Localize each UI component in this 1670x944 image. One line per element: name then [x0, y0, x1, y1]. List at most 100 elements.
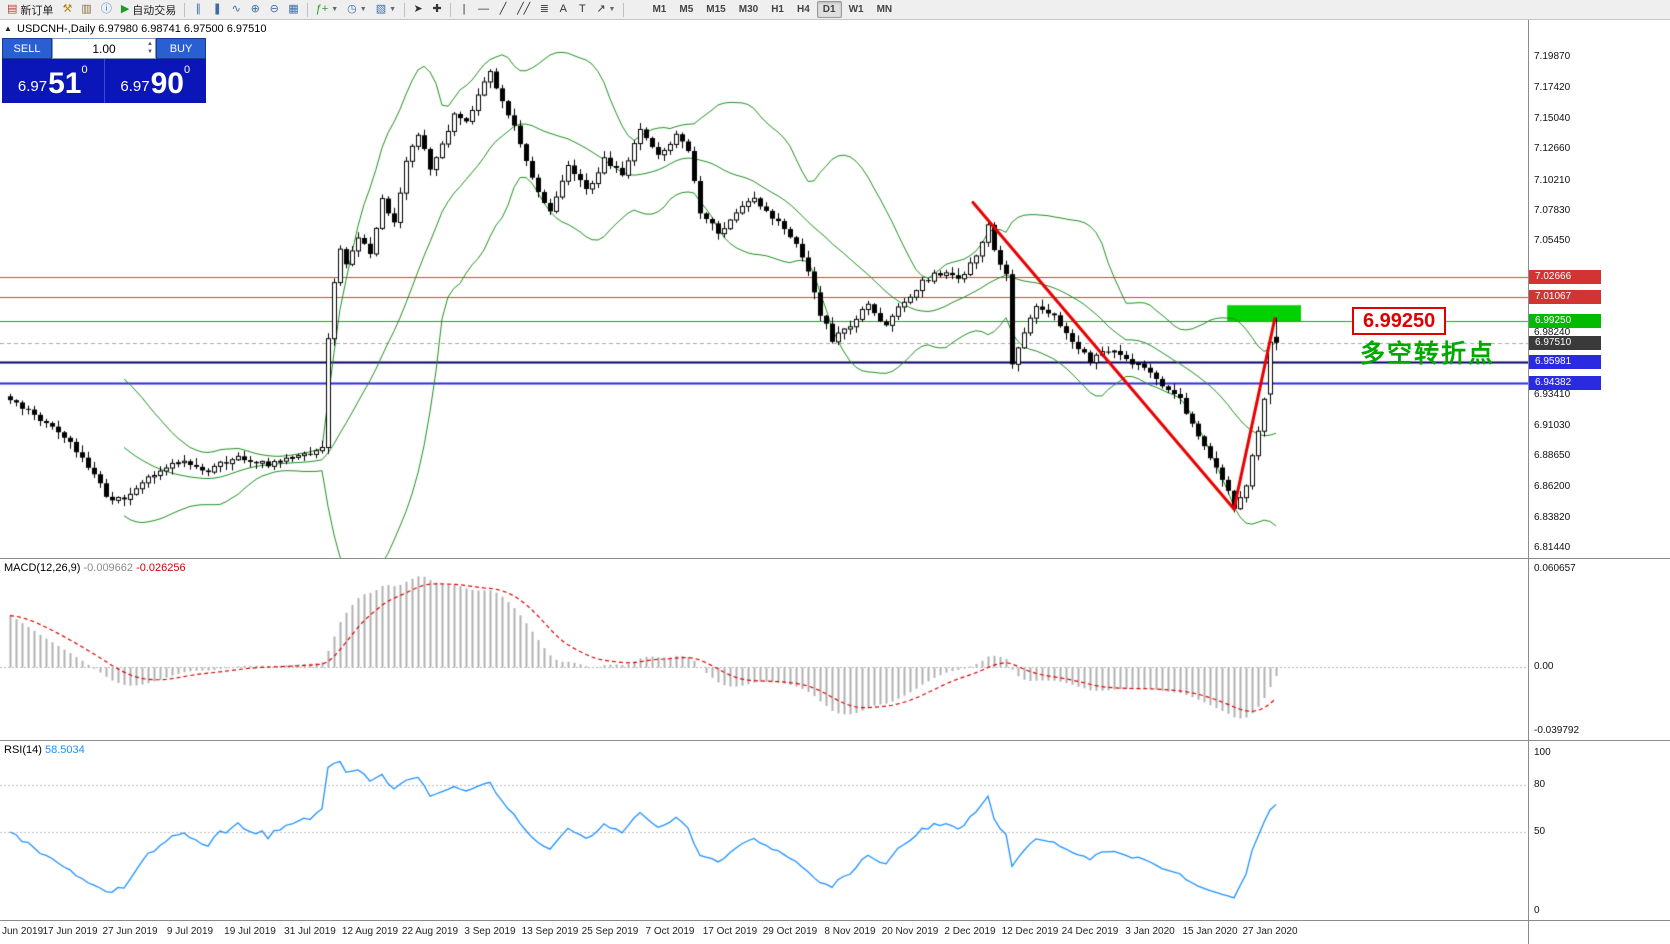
- market-icon: ▥: [81, 3, 92, 15]
- vertical-line-button[interactable]: |: [455, 1, 473, 18]
- line-chart-button[interactable]: ∿: [227, 1, 245, 18]
- horizontal-line-button[interactable]: —: [474, 1, 493, 18]
- axis-tick-label: 7.17420: [1534, 82, 1571, 93]
- new-order-button[interactable]: ▤ 新订单: [3, 1, 57, 18]
- macd-canvas[interactable]: [0, 559, 1528, 740]
- time-axis-label: 3 Jan 2020: [1125, 926, 1175, 937]
- time-axis-label: 9 Jul 2019: [166, 926, 214, 937]
- volume-input[interactable]: 1.00 ▲ ▼: [52, 38, 156, 59]
- axis-tick-label: 6.98240: [1534, 327, 1571, 338]
- market-button[interactable]: ▥: [77, 1, 95, 18]
- volume-value: 1.00: [92, 41, 116, 56]
- tf-h4-button[interactable]: H4: [791, 1, 816, 18]
- zoom-out-button[interactable]: ⊖: [265, 1, 283, 18]
- axis-tick-label: 7.10210: [1534, 175, 1571, 186]
- bars-chart-button[interactable]: ∥: [189, 1, 207, 18]
- auto-trading-icon: ▶: [120, 3, 130, 15]
- toolbar-separator: [623, 2, 625, 17]
- toolbar-group: ▤ 新订单 ⚒ ▥ ⓘ ▶ 自动交易: [3, 1, 180, 18]
- price-axis[interactable]: 7.19870 7.17420 7.15040 7.12660 7.10210 7.078…: [1529, 20, 1670, 558]
- axis-tick-label: 7.05450: [1534, 235, 1571, 246]
- candlestick-chart-button[interactable]: ❚: [208, 1, 226, 18]
- axis-divider: [1528, 20, 1529, 944]
- zoom-in-button[interactable]: ⊕: [246, 1, 264, 18]
- time-axis-label: 20 Nov 2019: [881, 926, 939, 937]
- buy-price-pips: 90: [150, 67, 184, 100]
- cursor-button[interactable]: ➤: [409, 1, 427, 18]
- trendline-button[interactable]: ╱: [494, 1, 512, 18]
- price-chart-panel: ▲ USDCNH-,Daily 6.97980 6.98741 6.97500 …: [0, 20, 1670, 558]
- tf-m15-button[interactable]: M15: [700, 1, 731, 18]
- one-click-collapse-icon[interactable]: ▲: [4, 24, 12, 33]
- time-axis-label: 13 Sep 2019: [521, 926, 579, 937]
- rsi-value: 58.5034: [44, 744, 85, 756]
- rsi-canvas[interactable]: [0, 741, 1528, 920]
- equidistant-channel-button[interactable]: ╱╱: [513, 1, 534, 18]
- help-info-button[interactable]: ⓘ: [97, 1, 116, 18]
- macd-panel: MACD(12,26,9) -0.009662 -0.026256 0.0606…: [0, 558, 1670, 740]
- indicators-list-button[interactable]: ƒ+ ▼: [312, 1, 342, 18]
- new-order-icon: ▤: [7, 3, 18, 15]
- templates-icon: ▧: [375, 3, 387, 15]
- bars-chart-icon: ∥: [195, 3, 202, 15]
- buy-button[interactable]: BUY: [156, 38, 206, 59]
- macd-label: MACD(12,26,9) -0.009662 -0.026256: [4, 562, 186, 574]
- tf-m5-button[interactable]: M5: [673, 1, 699, 18]
- tile-windows-button[interactable]: ▦: [284, 1, 302, 18]
- periods-caret-icon[interactable]: ▼: [359, 6, 367, 13]
- axis-tick-label: 0.060657: [1534, 563, 1576, 574]
- volume-down-button[interactable]: ▼: [147, 49, 153, 55]
- axis-tick-label: 100: [1534, 747, 1551, 758]
- tf-m30-label: M30: [738, 4, 759, 15]
- time-axis-label: 12 Aug 2019: [341, 926, 399, 937]
- auto-trading-button[interactable]: ▶ 自动交易: [117, 1, 180, 18]
- cursor-icon: ➤: [413, 3, 423, 15]
- tf-d1-button[interactable]: D1: [816, 1, 842, 18]
- time-axis-label: 12 Dec 2019: [1001, 926, 1059, 937]
- axis-tick-label: 7.15040: [1534, 113, 1571, 124]
- sell-price-sup: 0: [81, 64, 88, 76]
- crosshair-button[interactable]: ✚: [428, 1, 446, 18]
- rsi-axis[interactable]: 100 80 50 0: [1529, 741, 1670, 920]
- templates-button[interactable]: ▧ ▼: [372, 1, 400, 18]
- new-order-label: 新订单: [20, 4, 54, 17]
- text-button[interactable]: A: [554, 1, 572, 18]
- sell-price[interactable]: 6.97 51 0: [2, 59, 105, 103]
- macd-axis[interactable]: 0.060657 0.00 -0.039792: [1529, 559, 1670, 740]
- axis-tick-label: 7.19870: [1534, 51, 1571, 62]
- toolbar-separator: [404, 2, 406, 17]
- toolbar-group: ∥ ❚ ∿ ⊕ ⊖ ▦: [189, 1, 302, 18]
- time-axis-label: 8 Nov 2019: [824, 926, 876, 937]
- indicators-list-caret-icon[interactable]: ▼: [331, 6, 339, 13]
- price-callout-label[interactable]: 6.99250: [1352, 307, 1447, 335]
- templates-caret-icon[interactable]: ▼: [389, 6, 397, 13]
- sell-price-base: 6.97: [17, 78, 48, 95]
- periods-button[interactable]: ◷ ▼: [343, 1, 371, 18]
- buy-price[interactable]: 6.97 90 0: [105, 59, 207, 103]
- support-level-label: 6.95981: [1529, 355, 1601, 369]
- time-axis-label: 25 Sep 2019: [581, 926, 639, 937]
- axis-tick-label: 6.93410: [1534, 389, 1571, 400]
- tf-h1-button[interactable]: H1: [765, 1, 790, 18]
- axis-tick-label: -0.039792: [1534, 725, 1580, 736]
- turning-point-annotation[interactable]: 多空转折点: [1360, 340, 1496, 368]
- price-chart-canvas[interactable]: [0, 20, 1528, 558]
- fibonacci-retracement-button[interactable]: ≣: [535, 1, 553, 18]
- tile-windows-icon: ▦: [288, 3, 299, 15]
- arrow-objects-caret-icon[interactable]: ▼: [608, 6, 616, 13]
- tf-w1-button[interactable]: W1: [843, 1, 870, 18]
- time-axis[interactable]: Jun 2019 17 Jun 2019 27 Jun 2019 9 Jul 2019…: [0, 920, 1670, 944]
- text-label-button[interactable]: T: [573, 1, 591, 18]
- tf-m1-button[interactable]: M1: [646, 1, 672, 18]
- time-axis-label: 22 Aug 2019: [401, 926, 459, 937]
- time-axis-label: 2 Dec 2019: [944, 926, 996, 937]
- volume-up-button[interactable]: ▲: [147, 41, 153, 47]
- sell-button[interactable]: SELL: [2, 38, 52, 59]
- tf-m30-button[interactable]: M30: [733, 1, 764, 18]
- metaeditor-button[interactable]: ⚒: [58, 1, 76, 18]
- arrow-objects-button[interactable]: ↗ ▼: [592, 1, 619, 18]
- line-chart-icon: ∿: [231, 3, 241, 15]
- tf-mn-button[interactable]: MN: [871, 1, 899, 18]
- horizontal-line-icon: —: [478, 3, 490, 15]
- toolbar-separator: [450, 2, 452, 17]
